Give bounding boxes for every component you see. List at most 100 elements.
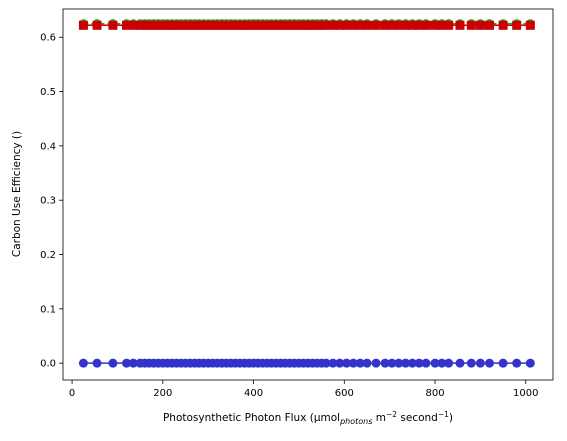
y-tick-label: 0.1 <box>40 304 56 315</box>
series-2-point <box>362 20 372 30</box>
series-2-point <box>421 20 431 30</box>
series-3-point <box>512 358 522 368</box>
series-3-point <box>348 358 358 368</box>
series-3-point <box>122 358 132 368</box>
series-3-point <box>475 358 485 368</box>
series-2-point <box>162 20 172 30</box>
series-2-point <box>455 20 465 30</box>
series-3-point <box>414 358 424 368</box>
series-3-point <box>108 358 118 368</box>
series-2-point <box>394 20 404 30</box>
series-3-point <box>466 358 476 368</box>
series-2-point <box>437 20 447 30</box>
series-2-point <box>298 20 308 30</box>
series-2-point <box>380 20 390 30</box>
series-3-point <box>362 358 372 368</box>
series-2-point <box>149 20 159 30</box>
series-3-point <box>430 358 440 368</box>
series-2-point <box>289 20 299 30</box>
series-2-point <box>78 20 88 30</box>
series-2-point <box>285 20 295 30</box>
series-2-point <box>401 20 411 30</box>
series-2-point <box>407 20 417 30</box>
x-tick-label: 200 <box>153 388 172 399</box>
series-3-point <box>380 358 390 368</box>
series-2-point <box>312 20 322 30</box>
series-3-point <box>525 358 535 368</box>
y-tick-label: 0.2 <box>40 250 56 261</box>
series-2-point <box>342 20 352 30</box>
x-tick-label: 400 <box>244 388 263 399</box>
y-axis-label: Carbon Use Efficiency () <box>11 131 23 257</box>
series-3-point <box>78 358 88 368</box>
series-3-point <box>328 358 338 368</box>
series-3-point <box>498 358 508 368</box>
series-2-point <box>176 20 186 30</box>
series-2-point <box>221 20 231 30</box>
series-3-point <box>444 358 454 368</box>
series-2-point <box>153 20 163 30</box>
series-2-point <box>355 20 365 30</box>
series-3-point <box>92 358 102 368</box>
series-2-point <box>328 20 338 30</box>
series-2-point <box>144 20 154 30</box>
series-2-point <box>158 20 168 30</box>
series-3-point <box>387 358 397 368</box>
series-3-point <box>484 358 494 368</box>
series-3-point <box>321 358 331 368</box>
series-2-point <box>244 20 254 30</box>
series-2-point <box>167 20 177 30</box>
series-2-point <box>194 20 204 30</box>
series-2-point <box>498 20 508 30</box>
x-axis-label: Photosynthetic Photon Flux (μmolphotons … <box>163 410 453 426</box>
series-3-point <box>407 358 417 368</box>
series-2-point <box>235 20 245 30</box>
series-3-point <box>355 358 365 368</box>
series-2-point <box>335 20 345 30</box>
y-tick-label: 0.0 <box>40 359 56 370</box>
series-2-point <box>108 20 118 30</box>
series-2 <box>78 20 535 30</box>
series-2-point <box>444 20 454 30</box>
series-3 <box>78 358 535 368</box>
series-2-point <box>267 20 277 30</box>
series-2-point <box>203 20 213 30</box>
series-2-point <box>171 20 181 30</box>
series-2-point <box>303 20 313 30</box>
series-2-point <box>484 20 494 30</box>
series-2-point <box>92 20 102 30</box>
plot-frame <box>62 8 554 381</box>
y-tick-label: 0.4 <box>40 141 56 152</box>
series-3-point <box>421 358 431 368</box>
y-tick-label: 0.3 <box>40 196 56 207</box>
series-2-point <box>128 20 138 30</box>
series-3-point <box>128 358 138 368</box>
y-axis: 0.0 0.1 0.2 0.3 0.4 0.5 0.6 <box>40 33 63 370</box>
series-2-point <box>208 20 218 30</box>
series-2-point <box>525 20 535 30</box>
series-3-point <box>437 358 447 368</box>
series-2-point <box>317 20 327 30</box>
series-3-point <box>371 358 381 368</box>
series-2-point <box>122 20 132 30</box>
series-2-point <box>253 20 263 30</box>
series-2-point <box>294 20 304 30</box>
series-2-point <box>321 20 331 30</box>
series-3-point <box>401 358 411 368</box>
x-axis: 0 200 400 600 800 1000 <box>69 380 539 399</box>
series-3-point <box>342 358 352 368</box>
series-2-point <box>258 20 268 30</box>
series-2-point <box>280 20 290 30</box>
series-2-point <box>135 20 145 30</box>
x-tick-label: 600 <box>335 388 354 399</box>
series-2-point <box>271 20 281 30</box>
series-2-point <box>185 20 195 30</box>
series-2-point <box>475 20 485 30</box>
series-2-point <box>181 20 190 30</box>
series-3-point <box>335 358 345 368</box>
series-2-point <box>230 20 240 30</box>
x-tick-label: 800 <box>425 388 444 399</box>
series-2-point <box>430 20 440 30</box>
series-2-point <box>348 20 358 30</box>
